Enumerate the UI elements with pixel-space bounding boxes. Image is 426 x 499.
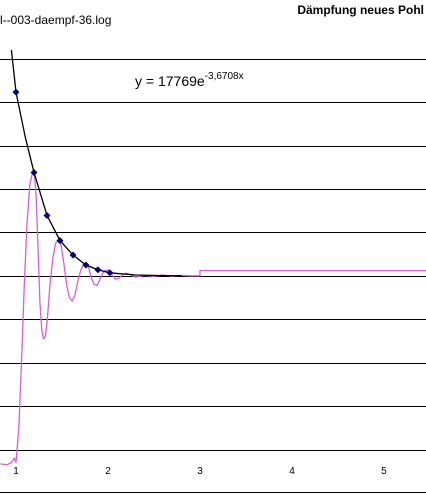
x-tick-label: 3 — [197, 466, 203, 477]
equation-base: y = 17769e — [135, 73, 205, 89]
data-point — [12, 88, 20, 96]
plot: 1 2 3 4 5 — [0, 49, 426, 493]
chart-subtitle: l--003-daempf-36.log — [0, 13, 111, 27]
data-point — [82, 261, 90, 269]
equation-exponent: -3,6708x — [205, 71, 244, 82]
x-tick-label: 1 — [13, 466, 19, 477]
series-line — [0, 171, 426, 466]
data-point — [106, 269, 114, 277]
data-point — [69, 251, 77, 259]
chart-title: Dämpfung neues Pohl — [297, 3, 424, 17]
x-tick-label: 4 — [289, 466, 295, 477]
equation: y = 17769e-3,6708x — [135, 71, 244, 89]
x-tick-label: 5 — [381, 466, 387, 477]
data-point — [56, 237, 64, 245]
data-point — [94, 266, 102, 274]
x-tick-label: 2 — [105, 466, 111, 477]
data-point — [43, 211, 51, 219]
data-point — [30, 168, 38, 176]
